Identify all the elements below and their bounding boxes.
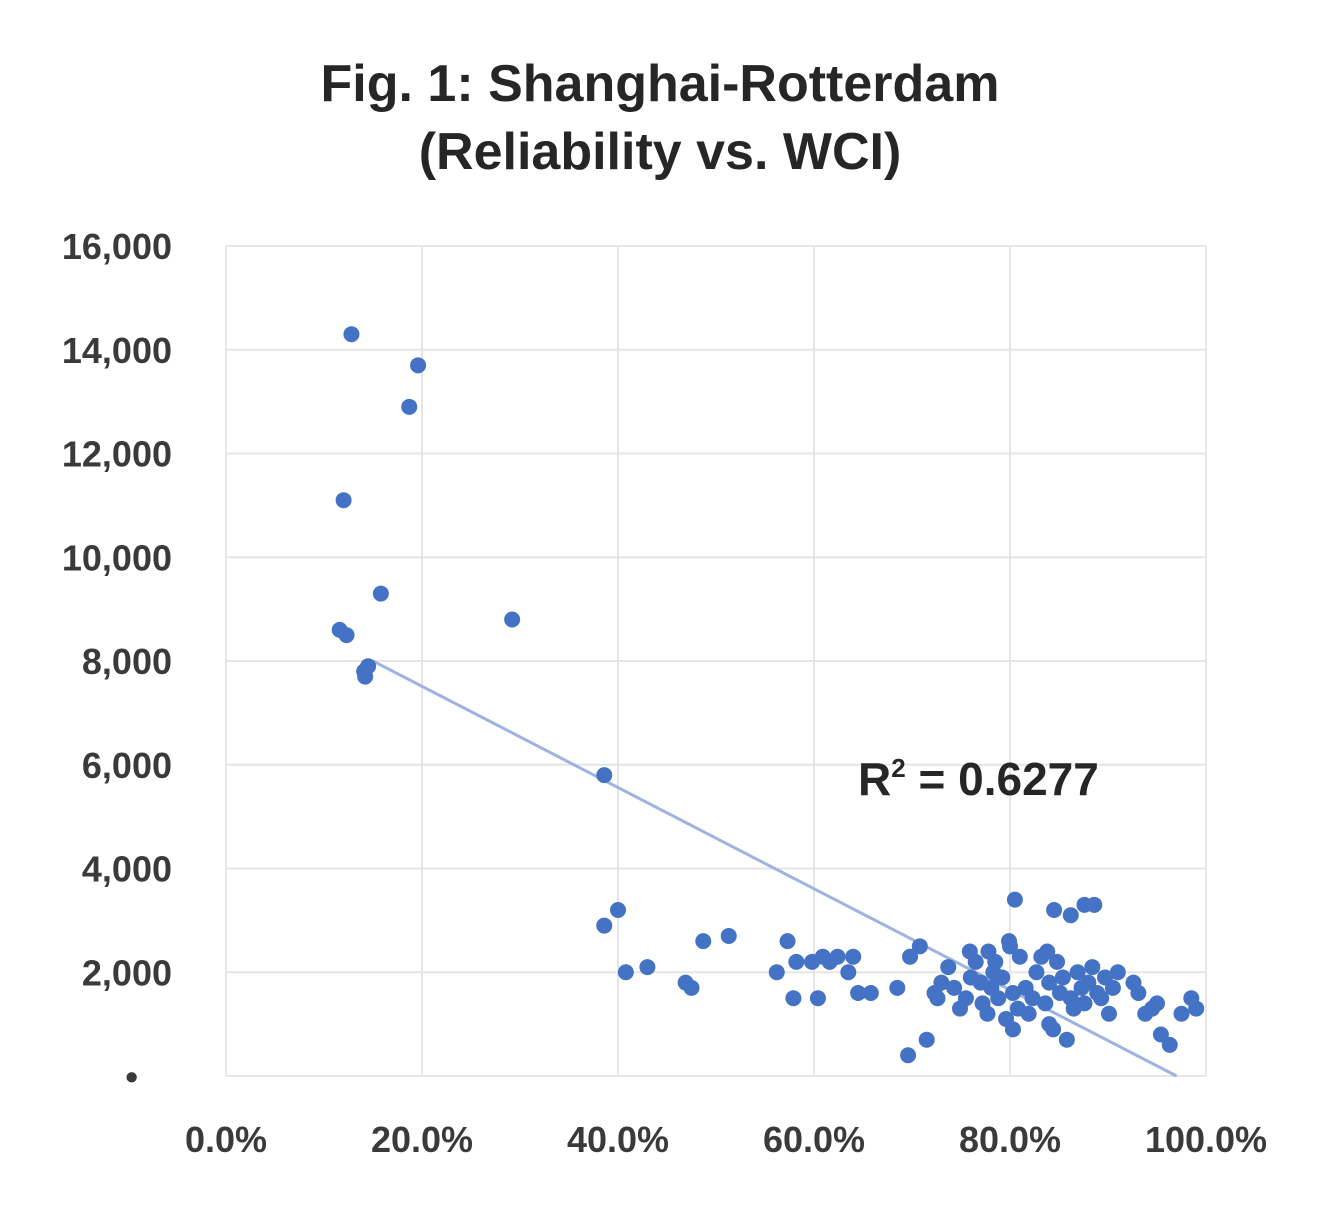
- y-tick-label: 4,000: [82, 849, 172, 890]
- data-point: [940, 959, 957, 976]
- data-point: [596, 767, 613, 784]
- data-point: [933, 974, 950, 991]
- y-tick-label: 16,000: [62, 226, 172, 267]
- y-tick-label: 8,000: [82, 641, 172, 682]
- data-point: [845, 948, 862, 965]
- data-point: [1037, 995, 1054, 1012]
- data-point: [900, 1047, 917, 1064]
- data-point: [980, 943, 997, 960]
- r-squared-value: = 0.6277: [906, 753, 1099, 805]
- data-point: [967, 953, 984, 970]
- data-point: [809, 990, 826, 1007]
- data-point: [1069, 964, 1086, 981]
- r-squared-base: R: [858, 753, 891, 805]
- r-squared-annotation: R2 = 0.6277: [858, 753, 1099, 805]
- data-point: [639, 959, 656, 976]
- data-point: [850, 985, 867, 1001]
- data-point: [683, 979, 700, 996]
- data-point: [1076, 995, 1093, 1012]
- axis-layer: 0.0% 20.0% 40.0% 60.0% 80.0% 100.0% • 2,000 4,00…: [62, 226, 1267, 1160]
- data-point: [990, 990, 1007, 1007]
- data-point: [335, 492, 352, 509]
- chart-title-line-1: Fig. 1: Shanghai-Rotterdam: [320, 55, 1000, 113]
- data-point: [962, 969, 979, 986]
- data-point: [1002, 938, 1018, 955]
- data-point: [610, 902, 626, 918]
- x-tick-label: 0.0%: [185, 1119, 267, 1160]
- data-point: [1046, 902, 1063, 918]
- data-point: [1004, 985, 1021, 1001]
- x-tick-label: 80.0%: [959, 1119, 1061, 1160]
- data-point: [1109, 964, 1126, 981]
- data-point: [994, 969, 1011, 986]
- data-point: [1188, 1000, 1205, 1017]
- data-point: [1011, 948, 1028, 965]
- data-point: [889, 979, 906, 996]
- data-point: [1041, 1016, 1058, 1033]
- x-tick-label: 60.0%: [763, 1119, 865, 1160]
- y-tick-label: 2,000: [82, 952, 172, 993]
- chart-title-line-2: (Reliability vs. WCI): [418, 123, 902, 181]
- data-point: [695, 933, 712, 950]
- data-point: [1054, 969, 1071, 986]
- data-point: [617, 964, 634, 981]
- data-point: [829, 948, 846, 965]
- data-point: [1006, 891, 1023, 908]
- r-squared-superscript: 2: [891, 753, 905, 783]
- data-point: [1020, 1005, 1037, 1022]
- data-point: [979, 1005, 996, 1022]
- data-point: [911, 938, 928, 955]
- chart-title: Fig. 1: Shanghai-Rotterdam (Reliability …: [0, 50, 1320, 186]
- data-point: [1086, 896, 1103, 913]
- x-tick-label: 40.0%: [567, 1119, 669, 1160]
- data-point: [1041, 974, 1058, 991]
- data-point: [372, 585, 389, 602]
- data-point: [918, 1031, 935, 1048]
- data-point: [1130, 985, 1147, 1001]
- data-point: [410, 357, 427, 374]
- data-point: [840, 964, 857, 981]
- data-point: [1004, 1021, 1021, 1038]
- y-tick-label: 10,000: [62, 537, 172, 578]
- data-point: [785, 990, 802, 1007]
- data-point: [1028, 964, 1045, 981]
- data-point: [788, 953, 805, 970]
- data-point: [343, 326, 360, 343]
- data-point: [902, 948, 919, 965]
- data-points: [331, 326, 1205, 1064]
- data-point: [768, 964, 785, 981]
- data-point: [596, 917, 613, 934]
- data-point: [401, 398, 418, 415]
- data-point: [1100, 1005, 1117, 1022]
- data-point: [929, 990, 946, 1007]
- x-tick-label: 20.0%: [371, 1119, 473, 1160]
- data-point: [957, 990, 974, 1007]
- data-point: [357, 668, 374, 685]
- data-point: [1149, 995, 1165, 1012]
- y-tick-label: 12,000: [62, 434, 172, 475]
- data-point: [504, 611, 521, 628]
- data-point: [1039, 943, 1056, 960]
- data-point: [1049, 953, 1066, 970]
- data-point: [720, 927, 737, 944]
- data-point: [331, 621, 348, 638]
- data-point: [946, 979, 963, 996]
- x-tick-label: 100.0%: [1145, 1119, 1267, 1160]
- data-point: [1058, 1031, 1075, 1048]
- data-point: [1173, 1005, 1190, 1022]
- data-point: [1161, 1036, 1178, 1053]
- data-point: [1062, 907, 1079, 924]
- data-point: [862, 985, 879, 1001]
- y-tick-label: 6,000: [82, 745, 172, 786]
- data-point: [779, 933, 796, 950]
- y-tick-label: •: [125, 1056, 138, 1097]
- y-tick-label: 14,000: [62, 330, 172, 371]
- data-point: [1024, 990, 1041, 1007]
- data-point: [1084, 959, 1101, 976]
- data-point: [1104, 979, 1121, 996]
- data-point: [1093, 990, 1110, 1007]
